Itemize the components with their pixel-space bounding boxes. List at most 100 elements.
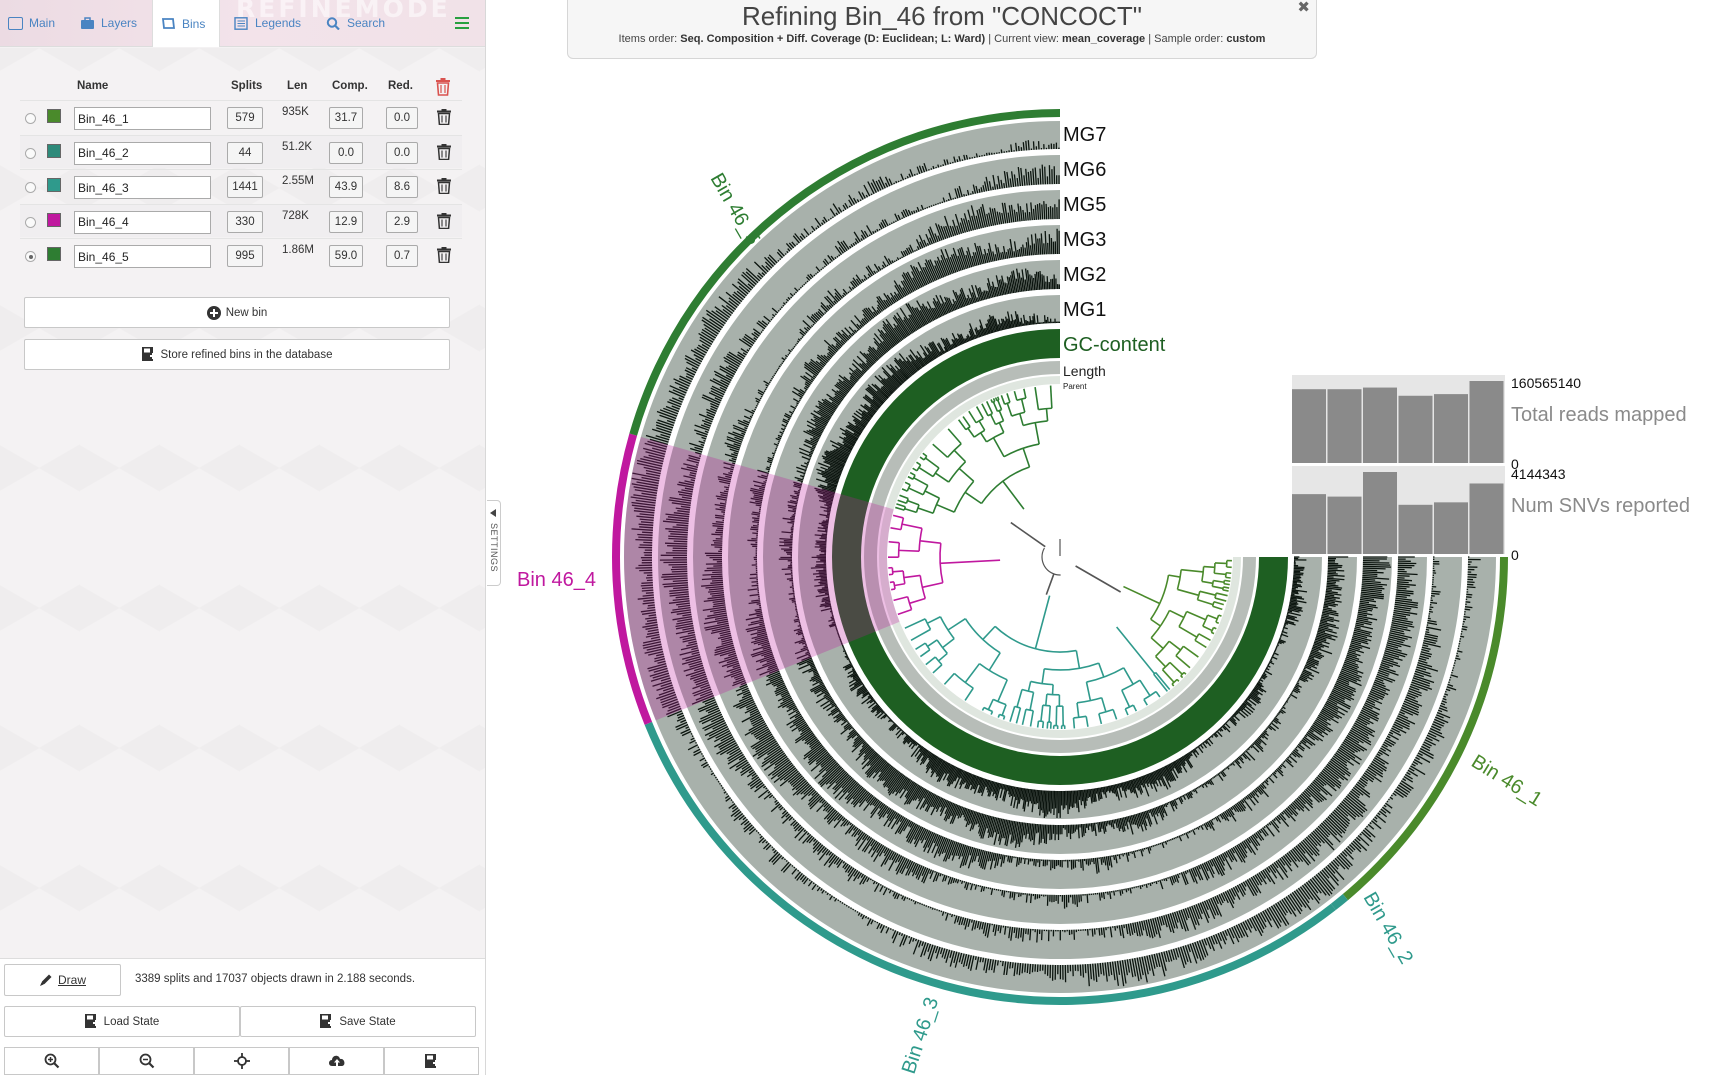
tree-branch — [1011, 523, 1045, 547]
tree-branch — [904, 575, 920, 577]
tree-branch — [1073, 718, 1074, 728]
tree-branch — [1014, 391, 1017, 400]
tree-branch — [1004, 716, 1005, 719]
tree-branch — [979, 664, 1007, 680]
tree-branch — [1043, 722, 1044, 729]
tree-branch — [898, 500, 907, 503]
tree-branch — [948, 619, 965, 630]
tree-branch — [1223, 587, 1229, 588]
tree-branch — [893, 515, 903, 518]
tree-branch — [1099, 663, 1104, 677]
sample-bar[interactable] — [1292, 494, 1326, 554]
tree-branch — [1043, 705, 1050, 706]
tree-branch — [1051, 386, 1052, 409]
tree-branch — [905, 619, 925, 628]
tree-branch — [981, 433, 987, 442]
sample-bar[interactable] — [1328, 389, 1362, 463]
tree-branch — [1195, 640, 1206, 647]
tree-branch — [899, 495, 908, 498]
tree-branch — [1044, 663, 1099, 670]
tree-branch — [1211, 632, 1214, 633]
tree-branch — [1022, 690, 1034, 693]
tree-branch — [963, 417, 970, 427]
tree-branch — [1124, 668, 1133, 684]
tree-branch — [1035, 423, 1039, 444]
tree-branch — [894, 582, 895, 589]
tree-branch — [1002, 705, 1006, 716]
tree-branch — [1187, 612, 1206, 620]
tree-branch — [965, 664, 979, 683]
tree-branch — [998, 397, 999, 400]
tree-branch — [991, 414, 996, 424]
tree-branch — [1140, 680, 1150, 695]
tree-branch — [920, 650, 929, 657]
tree-branch — [1053, 685, 1054, 695]
sample-bar[interactable] — [1292, 389, 1326, 463]
tree-branch — [908, 477, 913, 480]
tree-branch — [1199, 634, 1211, 640]
tree-branch — [1181, 676, 1183, 678]
tree-branch — [1123, 587, 1159, 604]
parent-ring — [879, 376, 1241, 738]
sample-bar[interactable] — [1399, 396, 1433, 463]
sample-bar[interactable] — [1363, 388, 1397, 463]
tree-branch — [940, 560, 1000, 563]
sample-bar[interactable] — [1434, 502, 1468, 554]
tree-branch — [1163, 662, 1170, 669]
sample-bar[interactable] — [1399, 505, 1433, 554]
sample-bar[interactable] — [1363, 472, 1397, 554]
bin-label: Bin 46_1 — [1467, 751, 1546, 812]
tree-branch — [933, 444, 948, 457]
tree-branch — [1047, 694, 1060, 695]
tree-branch — [1203, 615, 1208, 626]
tree-branch — [1181, 570, 1203, 572]
tree-branch — [1144, 699, 1147, 705]
tree-branch — [1007, 403, 1011, 416]
tree-branch — [905, 509, 917, 513]
tree-branch — [991, 399, 992, 402]
tree-branch — [1223, 590, 1229, 591]
sample-bar[interactable] — [1434, 394, 1468, 463]
tree-branch — [927, 640, 937, 646]
tree-branch — [1024, 389, 1026, 398]
tree-branch — [1035, 387, 1038, 410]
tree-branch — [1172, 684, 1174, 686]
tree-branch — [999, 423, 1003, 433]
tree-branch — [977, 407, 984, 419]
sample-bar[interactable] — [1470, 483, 1504, 554]
tree-branch — [987, 401, 993, 413]
tree-branch — [1005, 402, 1010, 404]
tree-branch — [1001, 395, 1004, 404]
layer-label: MG3 — [1063, 229, 1106, 251]
tree-branch — [1113, 709, 1116, 719]
tree-branch — [918, 508, 933, 513]
tree-branch — [954, 450, 965, 461]
tree-branch — [984, 707, 993, 711]
tree-branch — [1102, 698, 1106, 712]
tree-branch — [965, 688, 973, 700]
tree-branch — [1214, 573, 1226, 574]
layer-label: MG5 — [1063, 194, 1106, 216]
tree-branch — [1168, 575, 1180, 577]
tree-branch — [910, 598, 926, 603]
sample-bar[interactable] — [1328, 497, 1362, 554]
tree-branch — [989, 653, 1000, 671]
tree-branch — [944, 673, 954, 684]
tree-branch — [890, 528, 900, 530]
sample-bar[interactable] — [1470, 381, 1504, 463]
tree-branch — [1041, 705, 1043, 721]
tree-branch — [1214, 602, 1224, 605]
tree-branch — [1211, 627, 1213, 632]
tree-branch — [1022, 399, 1025, 412]
tree-branch — [898, 610, 912, 615]
tree-branch — [1003, 481, 1024, 509]
tree-branch — [983, 626, 995, 639]
tree-branch — [1212, 586, 1223, 588]
tree-branch — [1224, 580, 1230, 581]
tree-branch — [890, 582, 894, 583]
tree-branch — [979, 421, 985, 430]
tree-branch — [1176, 656, 1190, 668]
tree-branch — [1077, 703, 1079, 718]
tree-branch — [999, 714, 1004, 716]
